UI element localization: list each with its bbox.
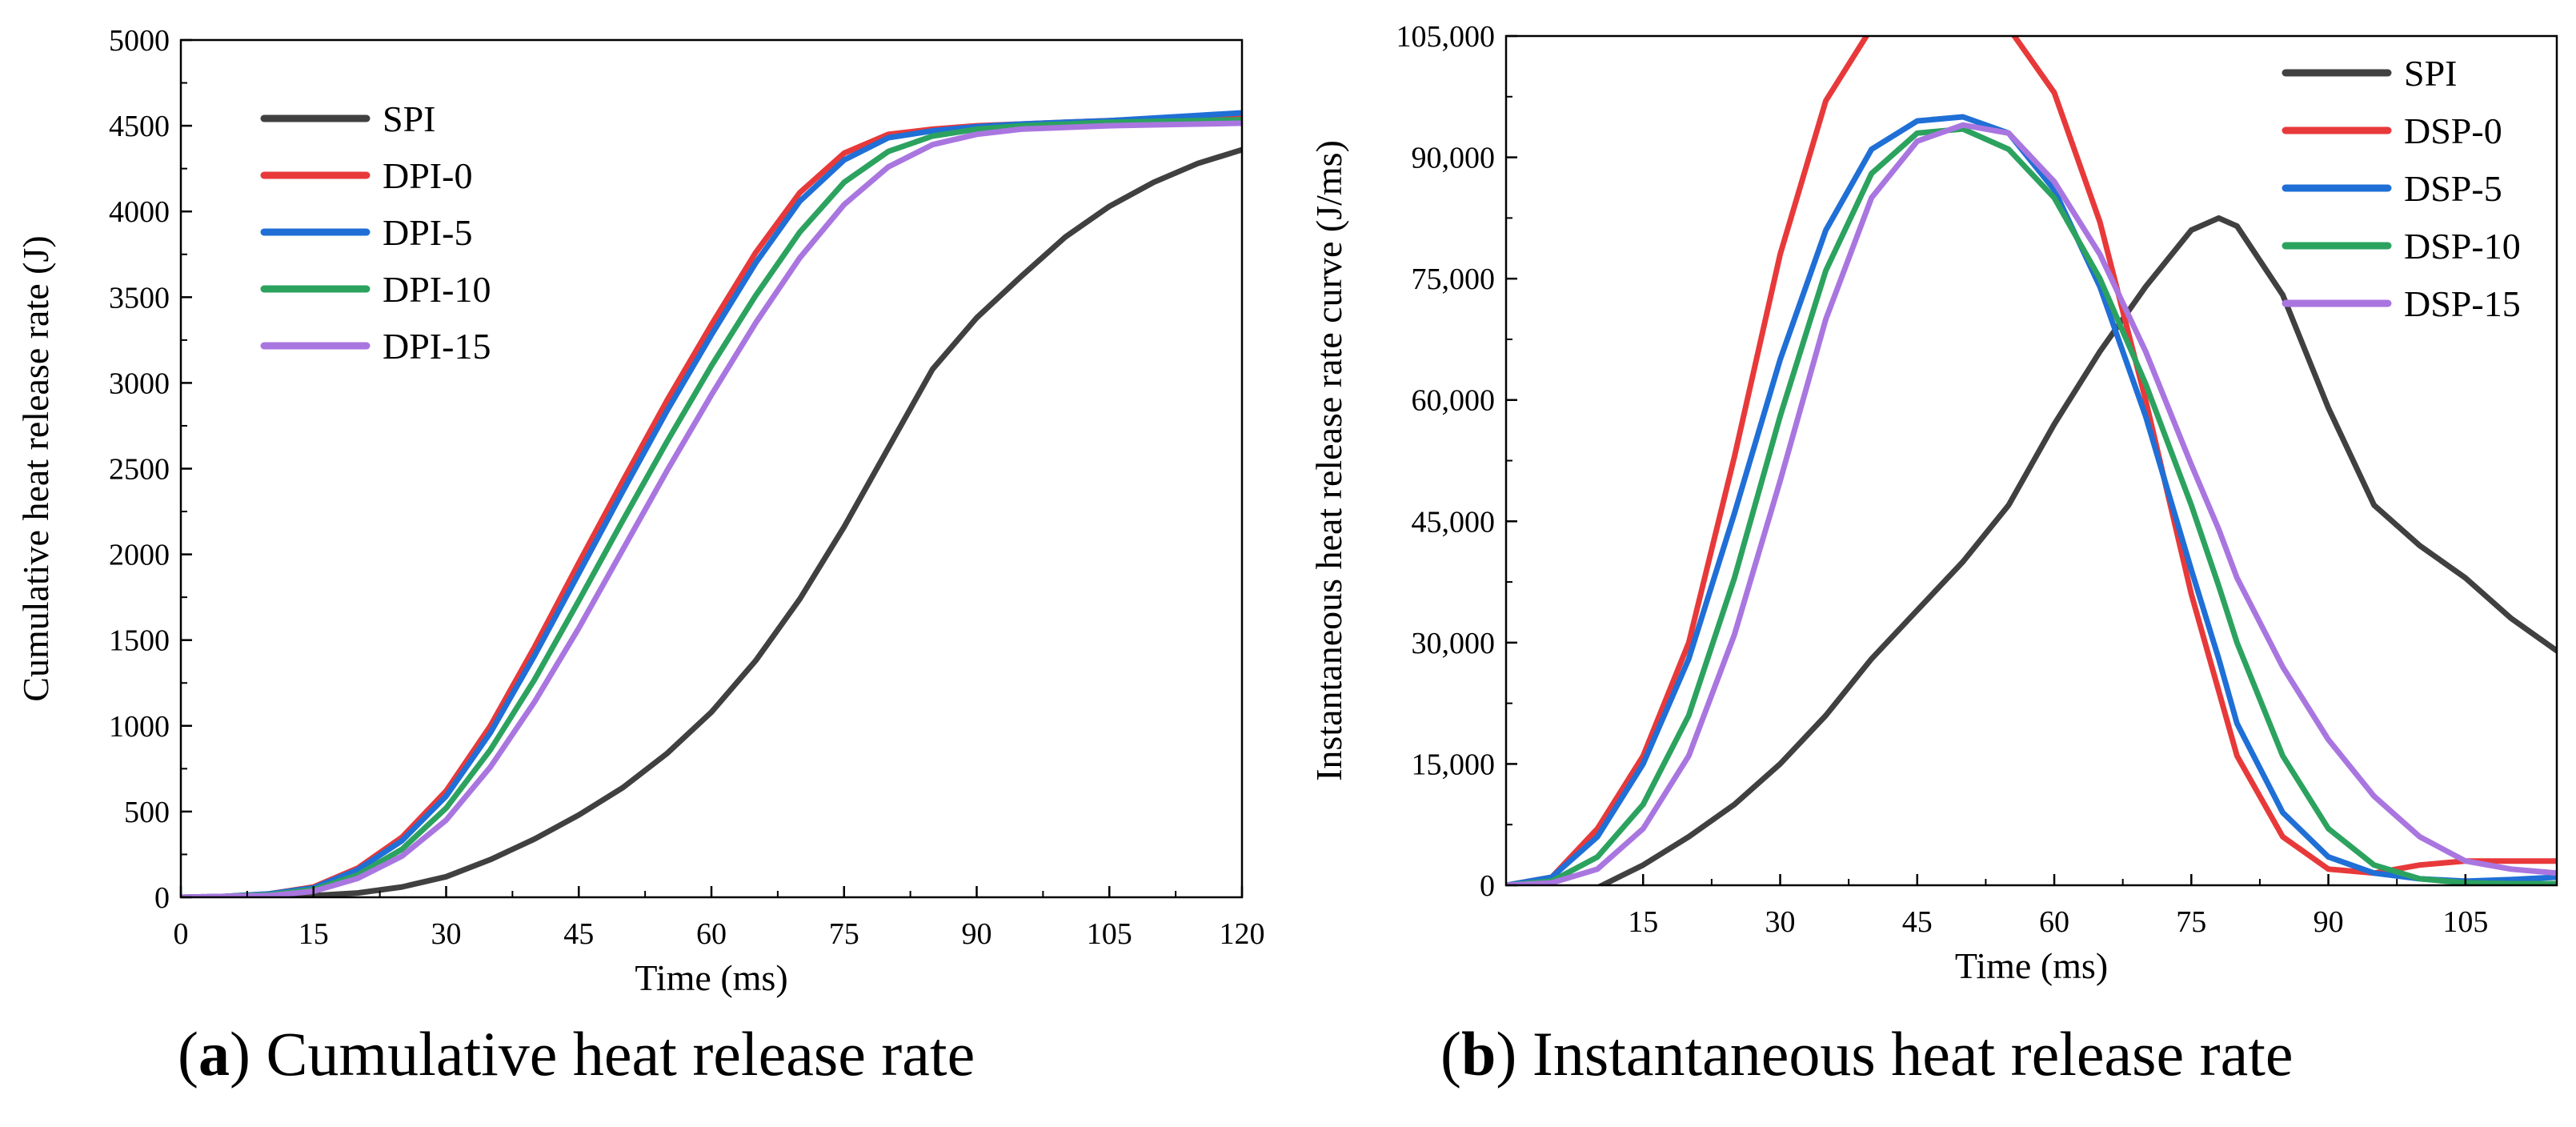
x-tick-label-a-60: 60 [696, 917, 727, 951]
y-tick-label-b-90000: 90,000 [1412, 142, 1496, 175]
caption-a: (a) Cumulative heat release rate [178, 1019, 976, 1089]
y-tick-label-a-5000: 5000 [109, 24, 170, 58]
y-tick-label-b-45000: 45,000 [1412, 505, 1496, 539]
legend-label-dsp-15: DSP-15 [2404, 283, 2521, 324]
y-tick-label-b-30000: 30,000 [1412, 627, 1496, 660]
y-axis-title-b: Instantaneous heat release rate curve (J… [1308, 140, 1349, 781]
y-tick-label-a-0: 0 [154, 881, 170, 915]
caption-a-label: a [198, 1019, 230, 1089]
series-line-dpi-15 [181, 120, 1242, 897]
caption-b: (b) Instantaneous heat release rate [1440, 1019, 2294, 1089]
legend-label-dpi-10: DPI-10 [383, 269, 491, 310]
y-tick-label-a-500: 500 [124, 796, 170, 829]
legend-label-spi: SPI [383, 98, 435, 139]
x-tick-label-a-15: 15 [298, 917, 329, 951]
x-tick-label-a-75: 75 [829, 917, 859, 951]
x-tick-label-a-30: 30 [431, 917, 462, 951]
y-tick-label-a-4500: 4500 [109, 110, 170, 143]
y-tick-label-a-1000: 1000 [109, 710, 170, 744]
series-line-dsp-15 [1506, 122, 2557, 885]
legend-label-dpi-5: DPI-5 [383, 212, 472, 253]
series-line-spi [1506, 215, 2557, 885]
y-tick-label-b-75000: 75,000 [1412, 263, 1496, 296]
y-tick-label-a-3500: 3500 [109, 281, 170, 315]
y-tick-label-a-2000: 2000 [109, 539, 170, 572]
x-tick-label-b-45: 45 [1902, 905, 1933, 939]
y-tick-label-a-3000: 3000 [109, 367, 170, 400]
x-axis-title-a: Time (ms) [635, 957, 787, 998]
x-tick-label-b-90: 90 [2314, 905, 2344, 939]
y-tick-label-b-60000: 60,000 [1412, 384, 1496, 418]
x-tick-label-b-15: 15 [1628, 905, 1658, 939]
caption-a-text: Cumulative heat release rate [266, 1019, 976, 1089]
y-tick-label-a-2500: 2500 [109, 453, 170, 487]
y-tick-label-a-1500: 1500 [109, 624, 170, 658]
series-line-spi [181, 146, 1242, 897]
legend-a: SPI DPI-0 DPI-5 DPI-10 DPI-15 [260, 98, 491, 367]
x-axis-title-b: Time (ms) [1955, 945, 2108, 986]
x-tick-label-b-30: 30 [1765, 905, 1796, 939]
x-tick-label-b-60: 60 [2039, 905, 2069, 939]
chart-panel-a: 0 15 30 45 60 75 90 105 120 0 500 1000 1500 2000 2500 3… [15, 24, 1265, 998]
x-tick-label-a-0: 0 [174, 917, 189, 951]
series-line-dpi-10 [181, 117, 1242, 897]
series-line-dsp-10 [1506, 126, 2557, 885]
legend-label-dsp-0: DSP-0 [2404, 110, 2502, 151]
legend-label-dpi-0: DPI-0 [383, 155, 472, 196]
y-tick-label-a-4000: 4000 [109, 195, 170, 229]
caption-b-label: b [1460, 1019, 1496, 1089]
legend-b: SPI DSP-0 DSP-5 DSP-10 DSP-15 [2282, 53, 2521, 324]
caption-b-text: Instantaneous heat release rate [1532, 1019, 2294, 1089]
chart-panel-b: 15 30 45 60 75 90 105 0 15,000 30,000 45,000 60,000… [1308, 20, 2558, 986]
x-tick-label-a-45: 45 [563, 917, 594, 951]
x-tick-label-a-120: 120 [1220, 917, 1265, 951]
plot-frame-a [179, 38, 1244, 899]
x-tick-label-a-105: 105 [1087, 917, 1132, 951]
y-tick-label-b-0: 0 [1480, 869, 1495, 903]
x-tick-label-a-90: 90 [962, 917, 992, 951]
legend-label-dpi-15: DPI-15 [383, 326, 491, 367]
series-line-dsp-5 [1506, 114, 2557, 885]
legend-label-dsp-5: DSP-5 [2404, 168, 2502, 209]
x-tick-label-b-105: 105 [2442, 905, 2488, 939]
y-tick-label-b-105000: 105,000 [1396, 20, 1496, 54]
legend-label-spi: SPI [2404, 53, 2457, 94]
x-tick-label-b-75: 75 [2176, 905, 2206, 939]
series-line-dsp-0 [1506, 36, 2557, 885]
y-tick-label-b-15000: 15,000 [1412, 748, 1496, 781]
legend-label-dsp-10: DSP-10 [2404, 226, 2521, 267]
y-axis-title-a: Cumulative heat release rate (J) [15, 235, 56, 701]
